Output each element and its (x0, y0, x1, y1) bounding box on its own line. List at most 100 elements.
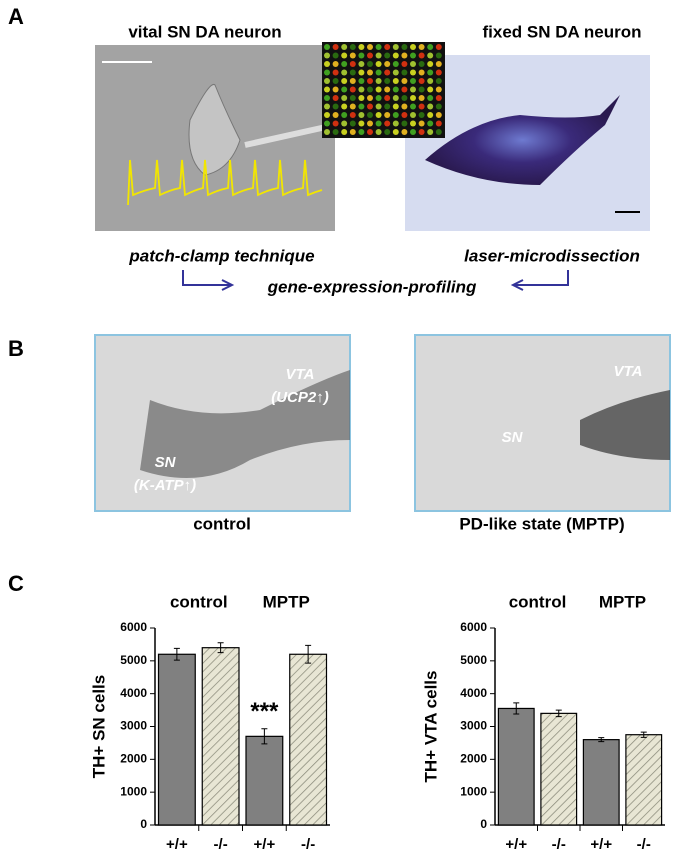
array-spot (418, 95, 425, 101)
error-bar (640, 731, 647, 738)
error-bar (261, 728, 268, 745)
array-spot (401, 129, 408, 135)
array-spot (358, 129, 365, 135)
array-spot (324, 95, 330, 101)
array-spot (427, 112, 434, 118)
array-spot (367, 129, 373, 135)
array-spot (349, 120, 356, 127)
y-tick-label: 0 (480, 817, 487, 831)
array-spot (324, 78, 330, 84)
array-spot (324, 129, 330, 135)
array-spot (392, 44, 399, 50)
array-spot (418, 44, 425, 50)
array-spot (401, 95, 408, 101)
array-spot (410, 86, 416, 93)
array-spot (427, 61, 434, 67)
array-spot (341, 86, 348, 93)
array-spot (367, 112, 373, 118)
group-label: control (509, 592, 567, 611)
array-spot (435, 95, 442, 101)
array-spot (401, 120, 408, 127)
array-spot (341, 95, 348, 101)
array-spot (427, 69, 434, 76)
stained-region (140, 370, 350, 478)
error-bar (513, 702, 520, 715)
array-spot (427, 129, 434, 135)
array-spot (410, 69, 416, 76)
array-spot (367, 61, 373, 67)
caption: gene-expression-profiling (267, 277, 477, 296)
array-spot (384, 52, 391, 59)
array-spot (418, 120, 425, 127)
panel-label: C (8, 571, 24, 596)
array-spot (392, 69, 399, 76)
array-spot (324, 61, 330, 67)
array-spot (367, 103, 373, 110)
y-tick-label: 4000 (120, 686, 147, 700)
arrow (510, 270, 569, 291)
array-spot (324, 44, 330, 50)
array-spot (435, 44, 442, 50)
y-axis-label: TH+ SN cells (89, 675, 108, 778)
array-spot (410, 120, 416, 127)
bar (157, 653, 196, 826)
array-spot (358, 120, 365, 127)
annotation: *** (250, 698, 279, 725)
array-spot (401, 52, 408, 59)
array-spot (435, 78, 442, 84)
array-spot (435, 61, 442, 67)
y-axis-label: TH+ VTA cells (421, 671, 440, 783)
array-spot (324, 103, 330, 110)
array-spot (375, 103, 382, 110)
bar (245, 735, 284, 826)
array-spot (392, 120, 399, 127)
y-tick-label: 6000 (120, 620, 147, 634)
caption: control (193, 514, 251, 533)
y-tick-label: 3000 (460, 719, 487, 733)
array-spot (341, 120, 348, 127)
array-spot (367, 44, 373, 50)
array-spot (410, 129, 416, 135)
array-spot (341, 44, 348, 50)
array-spot (349, 69, 356, 76)
bar (625, 734, 663, 826)
array-spot (332, 120, 339, 127)
array-spot (410, 103, 416, 110)
x-tick-label: -/- (214, 836, 228, 853)
array-spot (358, 103, 365, 110)
image-title: vital SN DA neuron (128, 22, 281, 41)
bar (497, 707, 535, 826)
image-title: fixed SN DA neuron (483, 22, 642, 41)
pipette (244, 122, 336, 148)
array-spot (435, 120, 442, 127)
neuron-shape (425, 95, 620, 185)
array-spot (418, 78, 425, 84)
array-spot (392, 95, 399, 101)
array-spot (392, 78, 399, 84)
group-label: control (170, 592, 228, 611)
array-spot (392, 112, 399, 118)
array-spot (367, 78, 373, 84)
group-label: MPTP (599, 592, 646, 611)
array-spot (332, 112, 339, 118)
y-tick-label: 5000 (120, 653, 147, 667)
x-tick-label: +/+ (254, 836, 276, 853)
image-label: VTA (286, 366, 315, 383)
y-tick-label: 6000 (460, 620, 487, 634)
array-spot (375, 44, 382, 50)
array-spot (375, 129, 382, 135)
array-spot (341, 69, 348, 76)
microarray (322, 42, 445, 138)
array-spot (341, 103, 348, 110)
array-spot (375, 52, 382, 59)
array-spot (401, 61, 408, 67)
arrow (182, 270, 235, 291)
bar (582, 739, 620, 826)
array-spot (384, 86, 391, 93)
array-spot (349, 52, 356, 59)
array-spot (324, 120, 330, 127)
image-label: SN (155, 454, 177, 471)
array-spot (410, 112, 416, 118)
x-tick-label: -/- (552, 836, 566, 853)
error-bar (598, 737, 605, 743)
